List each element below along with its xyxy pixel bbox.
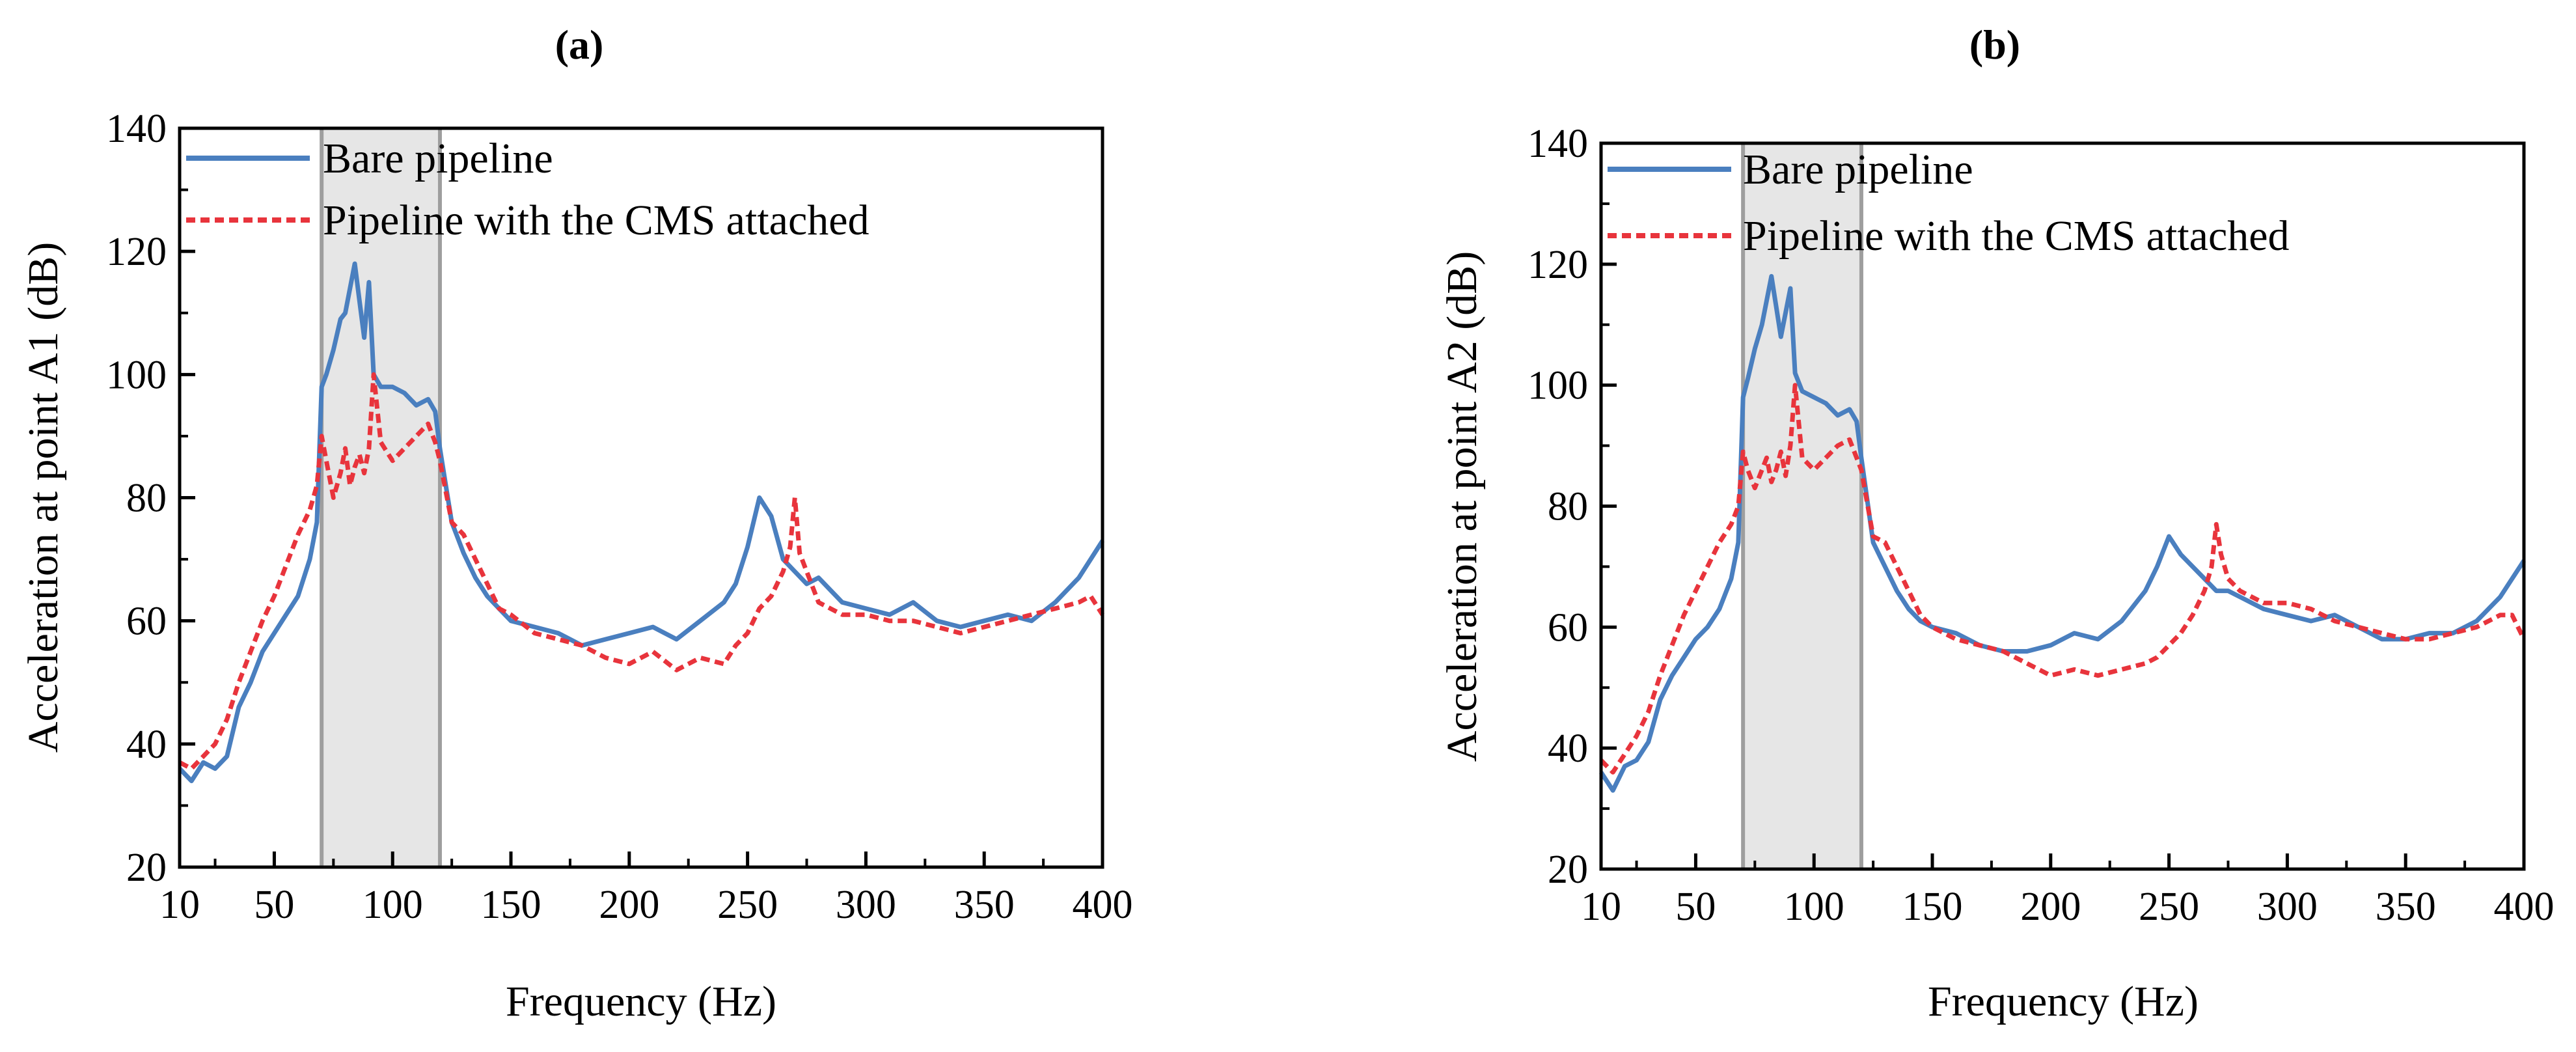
y-tick-label: 60	[1548, 605, 1588, 650]
panel-label: (b)	[1969, 21, 2020, 68]
y-tick-label: 100	[106, 353, 167, 397]
x-tick-label: 150	[481, 883, 541, 927]
y-tick-label: 120	[106, 230, 167, 274]
x-axis-title: Frequency (Hz)	[506, 978, 776, 1025]
series-line-cms	[1599, 383, 2527, 775]
axis-ticks: 10 50 100 150 200 250 300 350 400 20 40 60 80 100 120 1…	[1528, 122, 2555, 929]
y-tick-label: 100	[1528, 364, 1588, 408]
x-tick-label: 400	[2494, 885, 2555, 929]
y-tick-label: 80	[126, 477, 167, 521]
x-tick-label: 250	[717, 883, 778, 927]
legend: Bare pipeline Pipeline with the CMS atta…	[186, 135, 870, 244]
series-line-bare	[178, 261, 1104, 784]
y-tick-label: 40	[126, 723, 167, 767]
legend-label-cms: Pipeline with the CMS attached	[323, 197, 870, 244]
chart-panel-a: (a) 10 50 100 150 200 250 300 350 400 20 40 60 80 100…	[20, 21, 1133, 1025]
series-line-cms	[178, 372, 1104, 771]
legend-label-cms: Pipeline with the CMS attached	[1743, 212, 2290, 260]
legend: Bare pipeline Pipeline with the CMS atta…	[1608, 146, 2290, 260]
y-tick-label: 80	[1548, 485, 1588, 529]
shaded-band	[1741, 143, 1863, 869]
x-tick-label: 350	[2376, 885, 2436, 929]
legend-label-bare: Bare pipeline	[323, 135, 553, 182]
x-tick-label: 50	[1675, 885, 1716, 929]
y-axis-title: Acceleration at point A2 (dB)	[1438, 251, 1486, 762]
y-tick-label: 60	[126, 600, 167, 644]
y-tick-label: 140	[1528, 122, 1588, 166]
x-tick-label: 10	[159, 883, 200, 927]
x-tick-label: 150	[1902, 885, 1963, 929]
x-axis-title: Frequency (Hz)	[1928, 978, 2199, 1025]
x-tick-label: 300	[2257, 885, 2318, 929]
shaded-band-fill	[1743, 143, 1861, 869]
x-tick-label: 100	[363, 883, 423, 927]
x-tick-label: 200	[599, 883, 659, 927]
shaded-band-fill	[322, 128, 440, 867]
axis-ticks: 10 50 100 150 200 250 300 350 400 20 40 60 80 100 120 1…	[106, 107, 1133, 927]
x-tick-label: 250	[2139, 885, 2199, 929]
shaded-band	[320, 128, 442, 867]
y-tick-label: 140	[106, 107, 167, 151]
x-tick-label: 400	[1073, 883, 1133, 927]
series-line-bare	[1599, 273, 2526, 793]
x-tick-label: 10	[1581, 885, 1621, 929]
panel-label: (a)	[555, 21, 604, 68]
plot-area: 10 50 100 150 200 250 300 350 400 20 40 60 80 100 120 1…	[106, 107, 1133, 927]
legend-label-bare: Bare pipeline	[1743, 146, 1973, 193]
y-tick-label: 40	[1548, 727, 1588, 771]
x-tick-label: 350	[954, 883, 1015, 927]
y-tick-label: 20	[126, 846, 167, 890]
x-tick-label: 300	[836, 883, 896, 927]
chart-panel-b: (b) 10 50 100 150 200 250 300 350 400 20 40 60 80 100…	[1438, 21, 2555, 1025]
plot-area: 10 50 100 150 200 250 300 350 400 20 40 60 80 100 120 1…	[1528, 122, 2555, 929]
series-layer	[1599, 273, 2527, 793]
x-tick-label: 100	[1784, 885, 1844, 929]
y-tick-label: 20	[1548, 848, 1588, 892]
x-tick-label: 50	[254, 883, 294, 927]
y-tick-label: 120	[1528, 243, 1588, 287]
x-tick-label: 200	[2020, 885, 2081, 929]
y-axis-title: Acceleration at point A1 (dB)	[20, 242, 67, 753]
series-layer	[178, 261, 1104, 784]
